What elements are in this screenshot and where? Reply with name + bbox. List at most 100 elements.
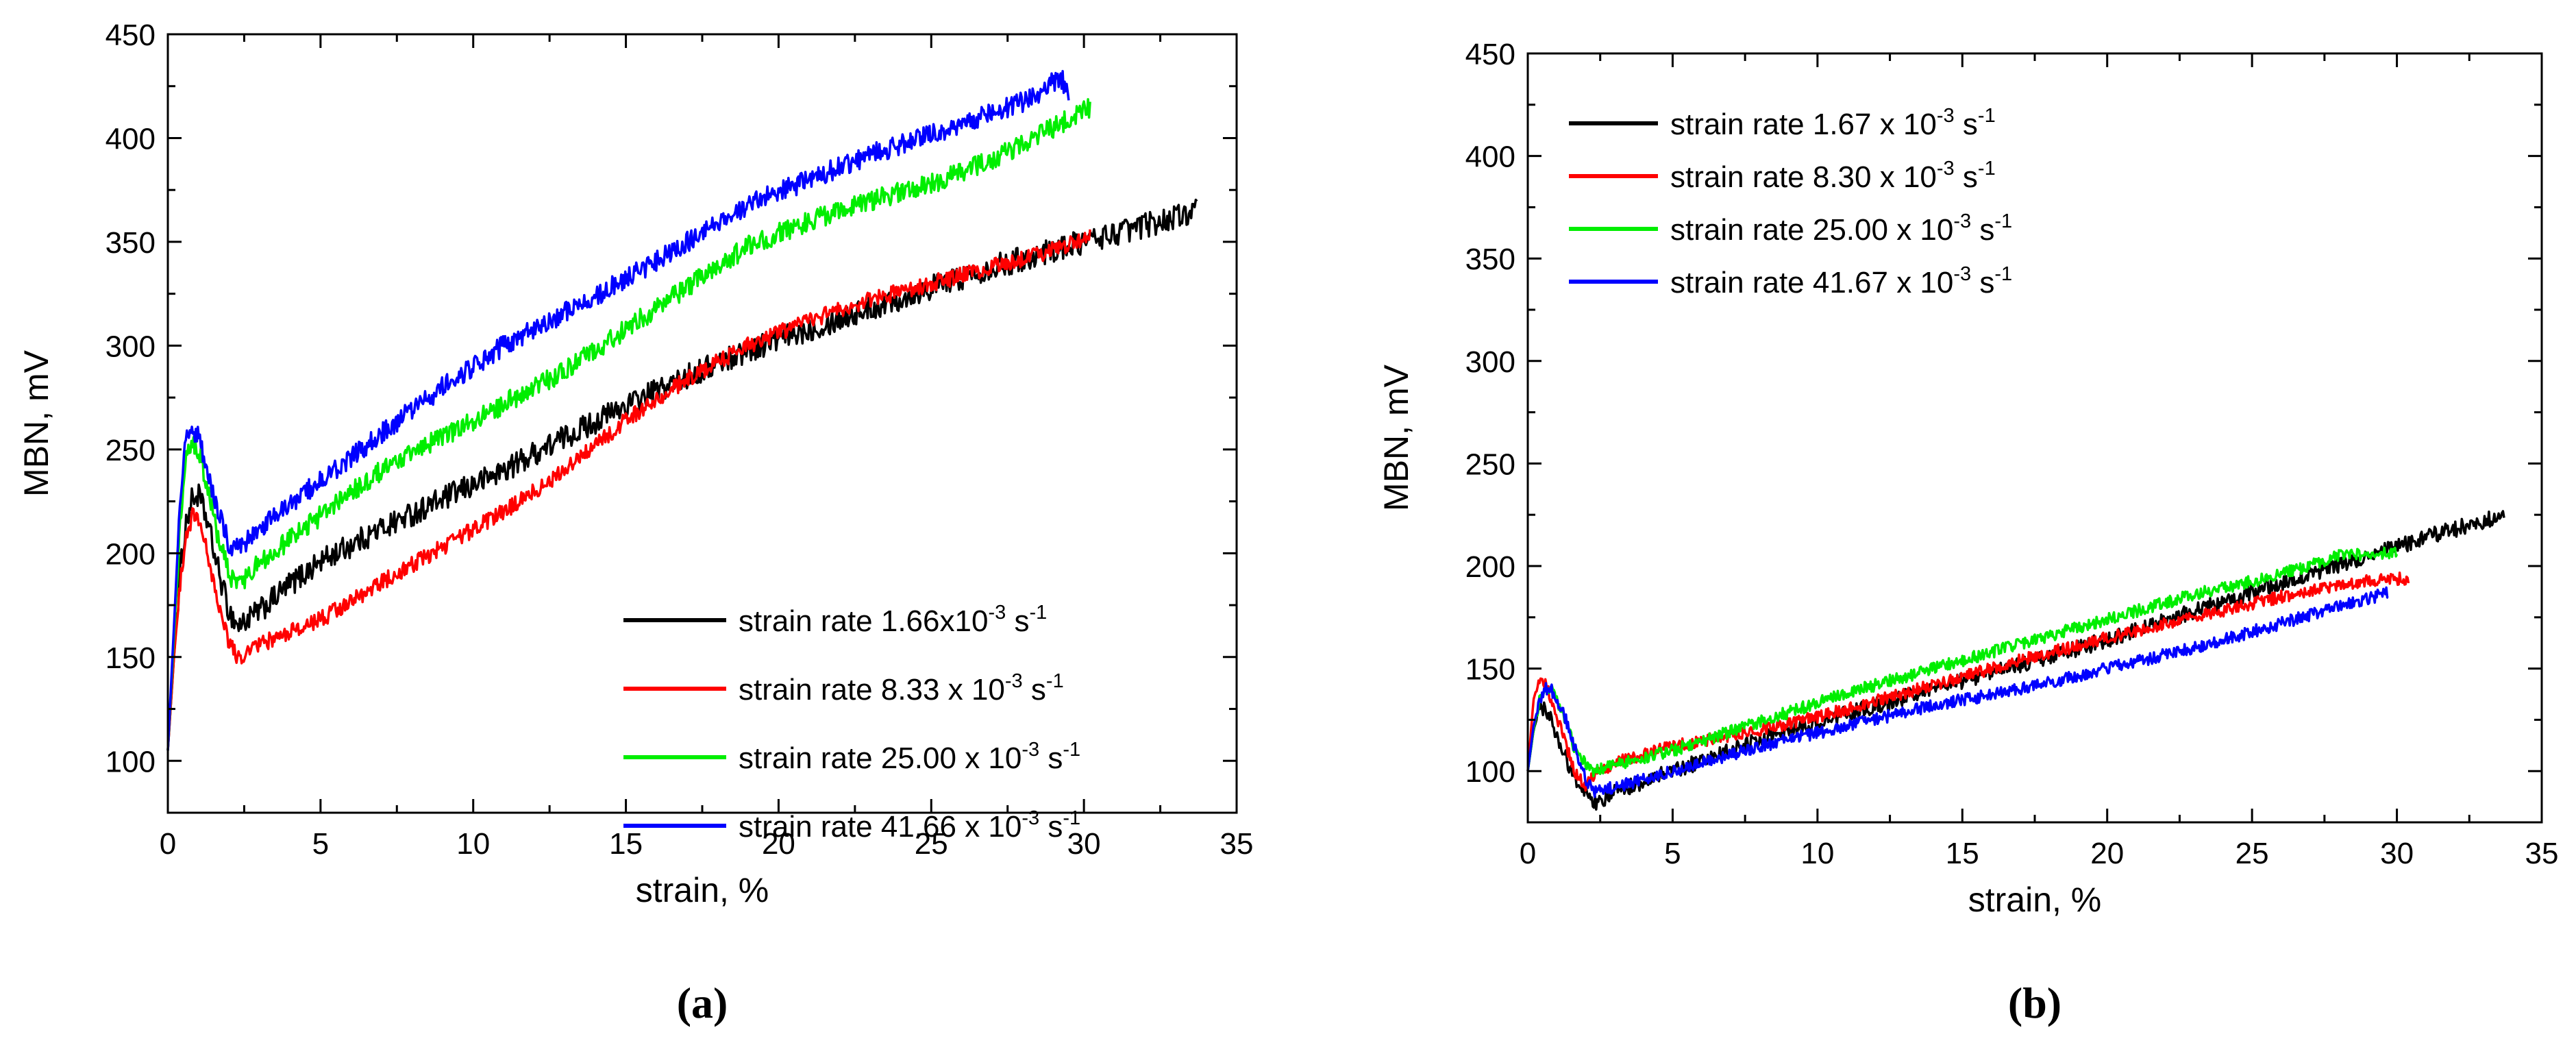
x-tick-label: 30 — [1067, 827, 1101, 861]
y-tick-label: 200 — [1465, 550, 1515, 584]
y-axis-label: MBN, mV — [17, 349, 55, 497]
legend-label-unit-exponent: -1 — [1063, 807, 1080, 829]
legend-label-unit: s — [1039, 741, 1063, 775]
x-axis-label: strain, % — [636, 871, 769, 909]
tick-marks-b — [1526, 52, 2543, 822]
x-tick-label: 20 — [2090, 837, 2124, 870]
panel-label-a: (a) — [677, 979, 728, 1027]
x-tick-label: 30 — [2380, 837, 2414, 870]
legend-label-unit-exponent: -1 — [1029, 602, 1047, 624]
y-tick-label: 250 — [106, 434, 156, 467]
legend-label-text: strain rate 25.00 x 10 — [739, 741, 1021, 775]
y-tick-label: 300 — [106, 330, 156, 363]
legend-entry: strain rate 25.00 x 10-3 s-1 — [623, 739, 1080, 775]
series-line — [1526, 586, 2389, 798]
x-tick-label: 25 — [2236, 837, 2269, 870]
x-tick-label: 10 — [1800, 837, 1834, 870]
legend-label-exponent: -3 — [1021, 807, 1039, 829]
legend-label-exponent: -3 — [1937, 105, 1955, 127]
panel-label-b: (b) — [2008, 979, 2061, 1027]
legend-label-exponent: -3 — [1953, 210, 1971, 232]
series-line — [1526, 546, 2399, 778]
y-tick-label: 150 — [1465, 653, 1515, 687]
y-tick-labels-b: 100 150 200 250 300 350 400 450 — [1465, 38, 1515, 789]
legend-label-exponent: -3 — [988, 602, 1006, 624]
y-tick-labels-a: 100 150 200 250 300 350 400 450 — [106, 19, 156, 778]
legend-label-unit: s — [1023, 673, 1046, 707]
legend-label: strain rate 41.66 x 10-3 s-1 — [739, 807, 1080, 844]
y-tick-label: 400 — [106, 122, 156, 156]
legend-label-text: strain rate 8.30 x 10 — [1670, 160, 1937, 194]
legend-label: strain rate 41.67 x 10-3 s-1 — [1670, 263, 2012, 299]
legend-entry: strain rate 41.67 x 10-3 s-1 — [1569, 263, 2012, 299]
legend-label: strain rate 1.67 x 10-3 s-1 — [1670, 105, 1996, 141]
legend-label-exponent: -3 — [1005, 670, 1023, 692]
y-tick-label: 100 — [1465, 755, 1515, 789]
x-tick-label: 25 — [915, 827, 948, 861]
legend-label: strain rate 25.00 x 10-3 s-1 — [739, 739, 1080, 775]
legend-label-exponent: -3 — [1021, 739, 1039, 761]
legend-label-unit-exponent: -1 — [1978, 105, 1996, 127]
legend-label-text: strain rate 1.67 x 10 — [1670, 108, 1937, 141]
legend-label: strain rate 8.33 x 10-3 s-1 — [739, 670, 1064, 707]
x-tick-label: 10 — [456, 827, 490, 861]
legend-label-unit-exponent: -1 — [1994, 263, 2012, 285]
legend-label-text: strain rate 25.00 x 10 — [1670, 213, 1953, 247]
series-layer-a — [166, 70, 1198, 751]
x-tick-labels-a: 0 5 10 15 20 25 30 35 — [160, 827, 1254, 861]
x-tick-label: 35 — [2525, 837, 2559, 870]
plot-area-a — [166, 33, 1238, 814]
legend-label: strain rate 8.30 x 10-3 s-1 — [1670, 158, 1996, 194]
legend-entry: strain rate 25.00 x 10-3 s-1 — [1569, 210, 2012, 247]
legend-a: strain rate 1.66x10-3 s-1 strain rate 8.… — [623, 602, 1080, 844]
y-tick-label: 450 — [106, 19, 156, 52]
plot-area-b — [1526, 52, 2543, 824]
x-tick-label: 5 — [312, 827, 329, 861]
y-tick-label: 350 — [106, 226, 156, 260]
x-tick-label: 15 — [1946, 837, 1979, 870]
x-tick-label: 20 — [762, 827, 795, 861]
legend-label: strain rate 25.00 x 10-3 s-1 — [1670, 210, 2012, 247]
x-tick-label: 5 — [1664, 837, 1681, 870]
legend-entry: strain rate 41.66 x 10-3 s-1 — [623, 807, 1080, 844]
x-tick-label: 0 — [1520, 837, 1536, 870]
y-tick-label: 250 — [1465, 447, 1515, 481]
series-line — [1526, 571, 2410, 792]
y-tick-label: 100 — [106, 745, 156, 778]
legend-label-unit-exponent: -1 — [1978, 158, 1996, 180]
legend-label-unit-exponent: -1 — [1046, 670, 1064, 692]
legend-label-unit: s — [1971, 266, 1994, 299]
y-axis-label: MBN, mV — [1377, 364, 1415, 511]
legend-label-text: strain rate 41.66 x 10 — [739, 810, 1021, 844]
legend-label-unit: s — [1955, 160, 1978, 194]
chart-panel-b: 0 5 10 15 20 25 30 35 100 150 200 250 30… — [1377, 38, 2558, 1027]
tick-marks-a — [166, 33, 1238, 813]
legend-entry: strain rate 8.30 x 10-3 s-1 — [1569, 158, 1996, 194]
x-tick-label: 0 — [160, 827, 176, 861]
x-tick-label: 15 — [609, 827, 643, 861]
legend-label-exponent: -3 — [1937, 158, 1955, 180]
y-tick-label: 200 — [106, 537, 156, 571]
series-line — [166, 98, 1091, 751]
legend-label-text: strain rate 41.67 x 10 — [1670, 266, 1953, 299]
legend-label-unit-exponent: -1 — [1063, 739, 1080, 761]
legend-entry: strain rate 8.33 x 10-3 s-1 — [623, 670, 1064, 707]
series-layer-b — [1526, 510, 2505, 811]
legend-entry: strain rate 1.66x10-3 s-1 — [623, 602, 1047, 638]
legend-label-unit: s — [1006, 604, 1029, 638]
chart-panel-a: 0 5 10 15 20 25 30 35 100 150 200 250 30… — [17, 19, 1253, 1027]
y-tick-label: 300 — [1465, 345, 1515, 379]
legend-label-unit-exponent: -1 — [1994, 210, 2012, 232]
legend-label: strain rate 1.66x10-3 s-1 — [739, 602, 1047, 638]
legend-label-unit: s — [1955, 108, 1978, 141]
legend-label-text: strain rate 8.33 x 10 — [739, 673, 1005, 707]
y-tick-label: 450 — [1465, 38, 1515, 71]
legend-label-unit: s — [1039, 810, 1063, 844]
x-tick-label: 35 — [1220, 827, 1254, 861]
series-line — [166, 70, 1070, 751]
legend-label-exponent: -3 — [1953, 263, 1971, 285]
legend-label-text: strain rate 1.66x10 — [739, 604, 988, 638]
y-tick-label: 150 — [106, 641, 156, 675]
